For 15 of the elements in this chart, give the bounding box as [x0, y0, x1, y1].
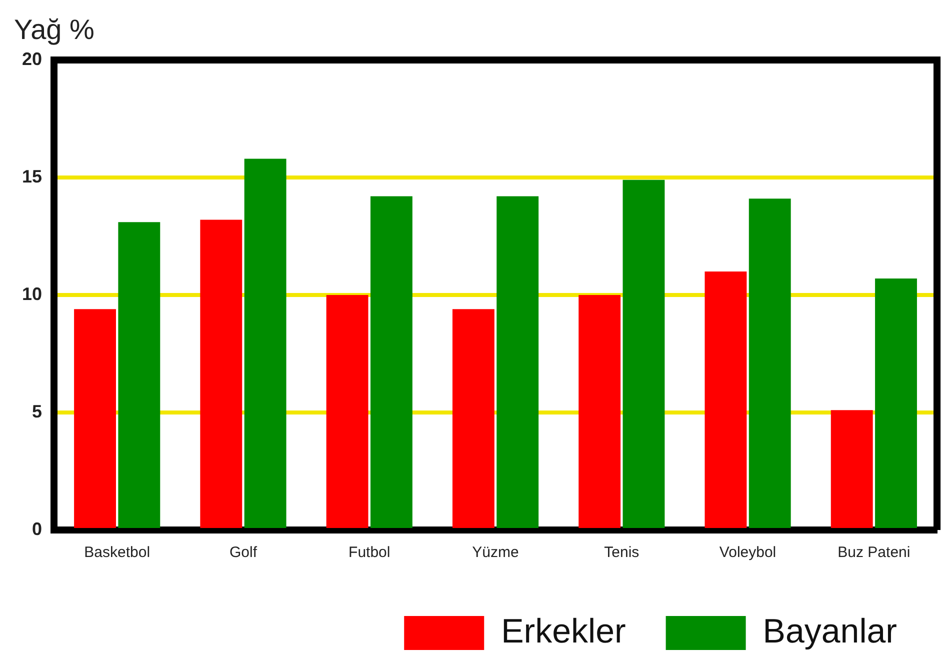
- legend-label: Bayanlar: [762, 612, 898, 650]
- x-tick-label: Golf: [229, 544, 258, 562]
- x-tick-label: Futbol: [348, 544, 390, 562]
- y-tick-label: 0: [32, 518, 42, 539]
- x-tick-label: Voleybol: [719, 544, 776, 562]
- x-tick-label: Tenis: [604, 544, 640, 562]
- y-axis-title: Yağ %: [14, 14, 94, 46]
- x-tick-label: Buz Pateni: [838, 544, 910, 562]
- legend-label: Erkekler: [501, 612, 626, 650]
- y-tick-label: 5: [32, 401, 42, 422]
- y-tick-label: 20: [22, 48, 42, 69]
- x-tick-label: Basketbol: [84, 544, 150, 562]
- y-tick-label: 15: [22, 166, 42, 186]
- x-tick-label: Yüzme: [472, 544, 519, 562]
- y-tick-label: 10: [22, 284, 42, 304]
